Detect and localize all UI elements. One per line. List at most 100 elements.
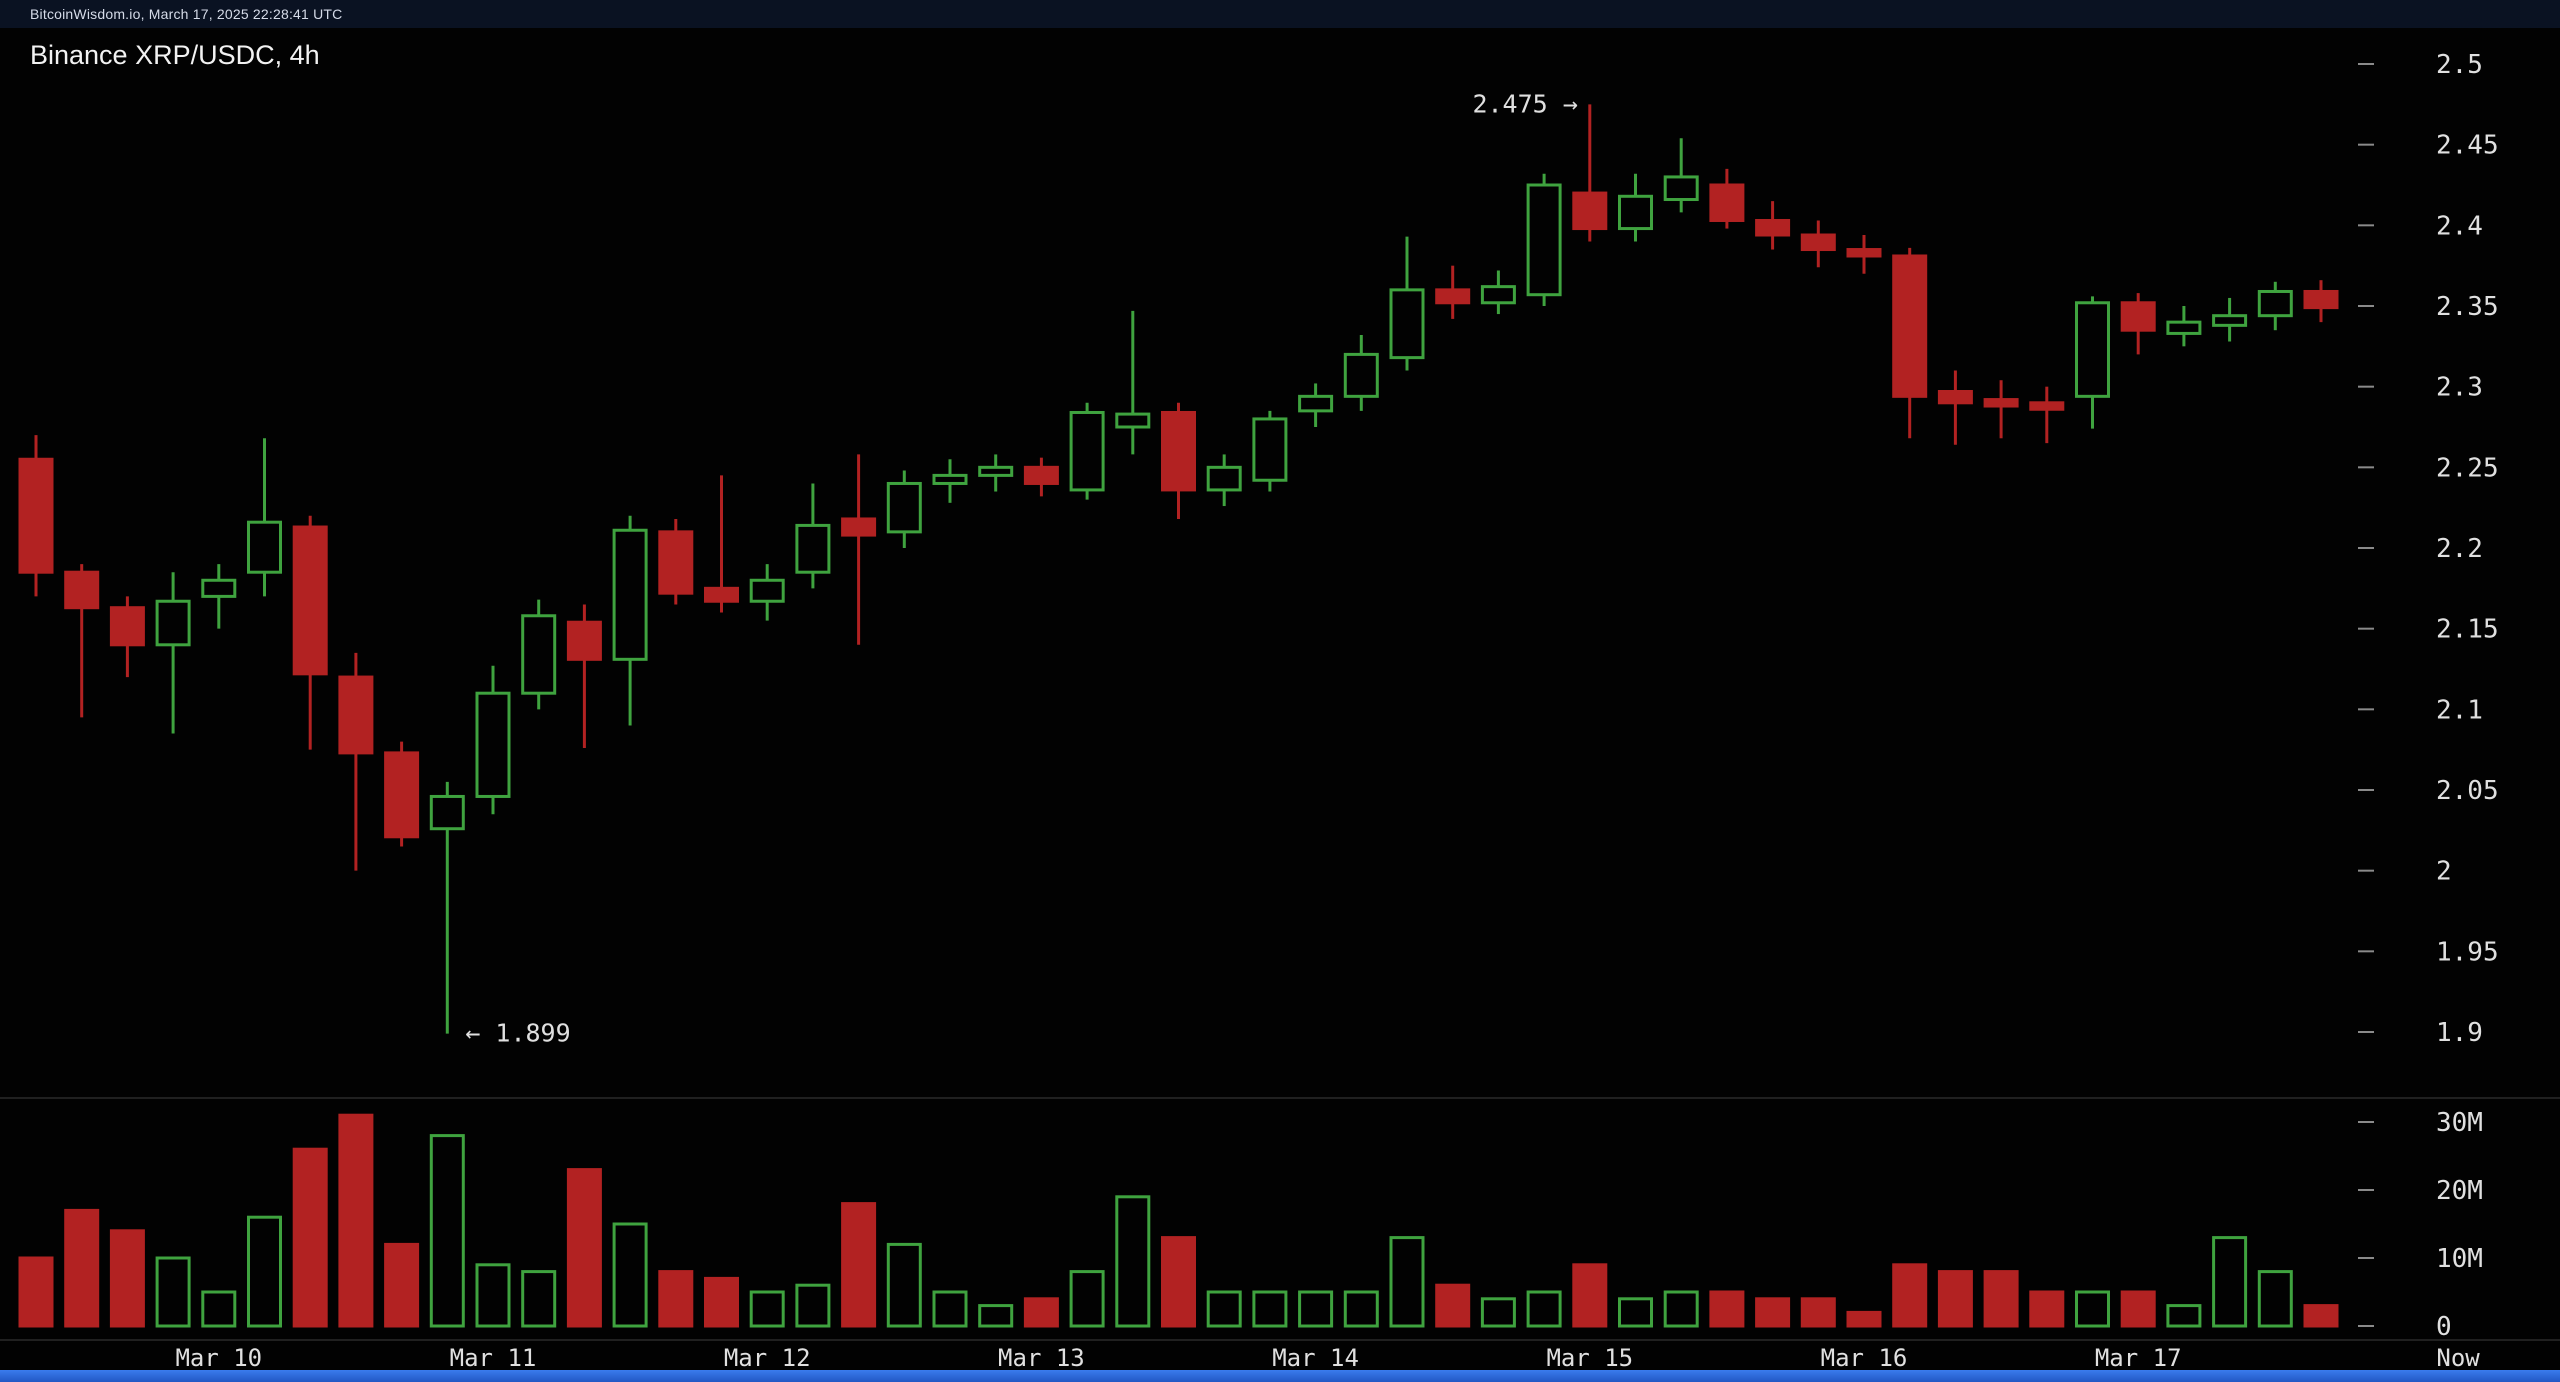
volume-tick-label: 0 xyxy=(2436,1312,2452,1342)
price-pane xyxy=(18,104,2339,1034)
volume-bar xyxy=(201,1290,237,1328)
candle-body xyxy=(2166,320,2202,335)
volume-bar xyxy=(2212,1236,2248,1328)
candle-body xyxy=(18,457,54,574)
candle-body xyxy=(841,517,877,537)
price-tick-label: 2.45 xyxy=(2436,131,2499,161)
candle-body xyxy=(1069,410,1105,492)
candle-body xyxy=(1800,233,1836,252)
candle-body xyxy=(566,620,602,661)
volume-bar xyxy=(521,1270,557,1328)
candle-body xyxy=(2029,401,2065,411)
volume-bar xyxy=(1298,1290,1334,1328)
candle-body xyxy=(1480,285,1516,305)
volume-bar xyxy=(1800,1297,1836,1328)
volume-pane xyxy=(18,1113,2339,1328)
time-axis: Mar 10 Mar 11 Mar 12 Mar 13 Mar 14 Mar 15 Mar … xyxy=(175,1344,2480,1372)
volume-bar xyxy=(247,1215,282,1328)
time-axis-label: Mar 13 xyxy=(998,1344,1085,1372)
candle-body xyxy=(795,523,831,574)
candle-body xyxy=(1709,183,1745,222)
candle-body xyxy=(1526,183,1562,297)
volume-bar xyxy=(1755,1297,1791,1328)
volume-bar xyxy=(1572,1263,1608,1328)
pane-separators xyxy=(0,1097,2560,1341)
volume-bar xyxy=(1709,1290,1745,1328)
candle-body xyxy=(1343,352,1379,398)
volume-bar xyxy=(429,1134,465,1328)
volume-tick-label: 10M xyxy=(2436,1244,2483,1274)
volume-bar xyxy=(18,1256,54,1328)
volume-bar xyxy=(1983,1270,2019,1328)
time-axis-label: Mar 12 xyxy=(724,1344,811,1372)
volume-bar xyxy=(566,1168,602,1328)
candle-body xyxy=(2257,289,2293,318)
candle-body xyxy=(292,525,328,676)
volume-bar xyxy=(1892,1263,1928,1328)
volume-bar xyxy=(1252,1290,1288,1328)
candle-body xyxy=(109,606,145,647)
candle-body xyxy=(2120,301,2156,332)
candle-body xyxy=(1023,465,1059,485)
volume-bar xyxy=(2257,1270,2293,1328)
volume-bar xyxy=(886,1242,922,1328)
time-axis-label: Mar 11 xyxy=(450,1344,537,1372)
volume-bar xyxy=(109,1229,145,1328)
volume-bar xyxy=(1618,1297,1653,1328)
time-axis-label: Mar 16 xyxy=(1821,1344,1908,1372)
candle-body xyxy=(612,528,648,661)
bottom-window-edge xyxy=(0,1370,2560,1382)
volume-bar xyxy=(475,1263,511,1328)
candle-body xyxy=(1298,394,1334,413)
candle-body xyxy=(1983,398,2019,408)
candle-body xyxy=(978,465,1014,477)
price-tick-label: 1.9 xyxy=(2436,1018,2483,1048)
candle-body xyxy=(475,691,511,798)
price-annotations: 2.475 → ← 1.899 xyxy=(465,89,1578,1047)
volume-axis: 30M 20M 10M 0 xyxy=(2358,1108,2483,1342)
volume-bar xyxy=(1069,1270,1105,1328)
price-tick-label: 2 xyxy=(2436,857,2452,887)
candle-body xyxy=(704,586,739,603)
candle-body xyxy=(1572,191,1608,231)
candle-body xyxy=(2075,301,2110,398)
price-tick-label: 2.3 xyxy=(2436,373,2483,403)
price-tick-label: 2.4 xyxy=(2436,211,2483,241)
candle-body xyxy=(1663,175,1699,202)
candle-body xyxy=(932,473,968,485)
candle-body xyxy=(749,578,785,603)
price-tick-label: 2.15 xyxy=(2436,615,2499,645)
volume-bar xyxy=(64,1208,100,1328)
volume-bar xyxy=(1435,1283,1471,1328)
volume-bar xyxy=(1115,1195,1151,1328)
candle-body xyxy=(1755,218,1791,237)
volume-bar xyxy=(1663,1290,1699,1328)
volume-bar xyxy=(1389,1236,1425,1328)
candle-body xyxy=(1892,254,1928,398)
candle-body xyxy=(521,614,557,695)
chart-title: Binance XRP/USDC, 4h xyxy=(30,40,320,70)
volume-bar xyxy=(704,1276,739,1328)
candle-body xyxy=(1435,288,1471,305)
price-tick-label: 2.2 xyxy=(2436,534,2483,564)
volume-tick-label: 30M xyxy=(2436,1108,2483,1138)
candle-body xyxy=(2212,314,2248,327)
status-bar-text: BitcoinWisdom.io, March 17, 2025 22:28:4… xyxy=(30,6,343,22)
candle-body xyxy=(2303,289,2339,310)
volume-bar xyxy=(795,1283,831,1328)
browser-status-bar: BitcoinWisdom.io, March 17, 2025 22:28:4… xyxy=(0,0,2560,28)
price-axis: 2.5 2.45 2.4 2.35 2.3 2.25 2.2 2.15 2.1 2.05 2 1.95… xyxy=(2358,50,2499,1048)
candle-body xyxy=(429,794,465,831)
candle-body xyxy=(201,578,237,598)
candle-body xyxy=(1161,410,1196,492)
volume-bar xyxy=(2166,1304,2202,1328)
volume-bar xyxy=(2075,1290,2110,1328)
price-tick-label: 2.5 xyxy=(2436,50,2483,80)
candle-body xyxy=(1846,248,1882,258)
volume-bar xyxy=(384,1242,420,1328)
volume-bar xyxy=(1161,1236,1196,1328)
time-axis-label: Mar 17 xyxy=(2095,1344,2182,1372)
volume-bar xyxy=(1343,1290,1379,1328)
